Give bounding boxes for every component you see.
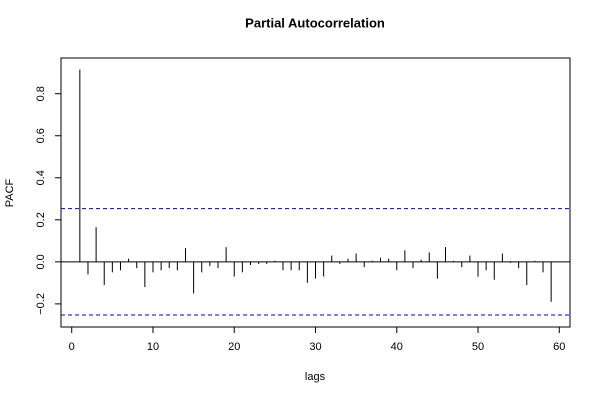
x-tick-label: 20 (228, 341, 240, 353)
y-tick-label: 0.4 (35, 170, 47, 185)
y-tick-label: 0.8 (35, 86, 47, 101)
x-tick-label: 50 (472, 341, 484, 353)
y-tick-label: 0.6 (35, 128, 47, 143)
x-tick-label: 10 (147, 341, 159, 353)
y-tick-label: −0.2 (35, 293, 47, 315)
chart-title: Partial Autocorrelation (245, 15, 385, 30)
x-tick-label: 0 (69, 341, 75, 353)
plot-frame (60, 57, 571, 328)
x-axis-label: lags (305, 371, 326, 383)
x-tick-label: 40 (391, 341, 403, 353)
x-tick-label: 30 (309, 341, 321, 353)
y-tick-label: 0.0 (35, 254, 47, 269)
y-tick-label: 0.2 (35, 212, 47, 227)
x-tick-label: 60 (553, 341, 565, 353)
y-axis-label: PACF (4, 178, 16, 207)
